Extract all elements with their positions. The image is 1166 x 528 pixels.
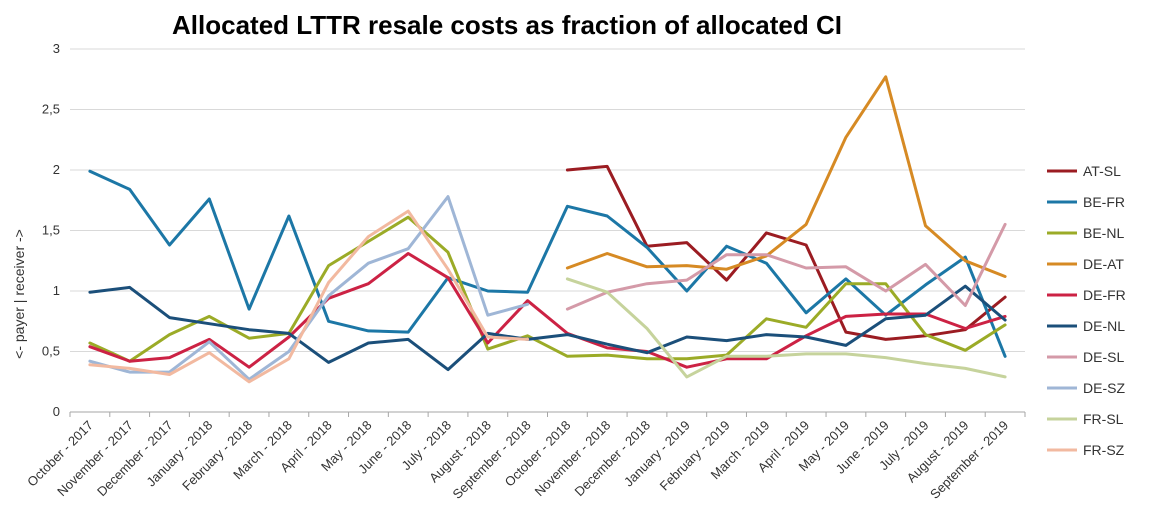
x-tick-label: February - 2018: [179, 418, 255, 494]
series-line-de-sl: [565, 222, 1007, 311]
y-tick-label: 2: [53, 162, 60, 177]
legend-label: FR-SZ: [1083, 442, 1125, 458]
series-line-be-fr: [88, 169, 1007, 358]
series-line-de-fr: [88, 252, 1007, 369]
legend-label: DE-NL: [1083, 318, 1125, 334]
legend-label: DE-AT: [1083, 256, 1124, 272]
legend-label: FR-SL: [1083, 411, 1124, 427]
legend-label: DE-SZ: [1083, 380, 1125, 396]
legend-label: BE-NL: [1083, 225, 1124, 241]
legend-label: DE-SL: [1083, 349, 1124, 365]
series-line-de-at: [565, 75, 1007, 278]
series-line-de-nl: [88, 284, 1007, 372]
chart-title: Allocated LTTR resale costs as fraction …: [172, 10, 842, 40]
legend-label: DE-FR: [1083, 287, 1126, 303]
y-tick-label: 2,5: [42, 102, 60, 117]
legend-label: AT-SL: [1083, 163, 1121, 179]
series-line-be-nl: [88, 215, 1007, 363]
series-line-at-sl: [565, 164, 1007, 341]
legend-label: BE-FR: [1083, 194, 1125, 210]
y-axis-label: <- payer | receiver ->: [11, 229, 27, 359]
y-tick-label: 3: [53, 41, 60, 56]
y-tick-labels: 0 0,5 1 1,5 2 2,5 3: [42, 41, 60, 419]
legend: AT-SL BE-FR BE-NL DE-AT DE-FR DE-NL DE-SL DE-SZ…: [1047, 163, 1126, 458]
series-line-fr-sz: [88, 209, 530, 384]
x-tick-label: February - 2019: [657, 418, 733, 494]
grid-lines: [70, 48, 1025, 352]
series-line-fr-sl: [565, 277, 1007, 379]
y-tick-label: 0: [53, 404, 60, 419]
axes: [69, 411, 1026, 417]
y-tick-label: 1,5: [42, 223, 60, 238]
series-lines: [88, 75, 1007, 384]
y-tick-label: 1: [53, 283, 60, 298]
y-tick-label: 0,5: [42, 344, 60, 359]
